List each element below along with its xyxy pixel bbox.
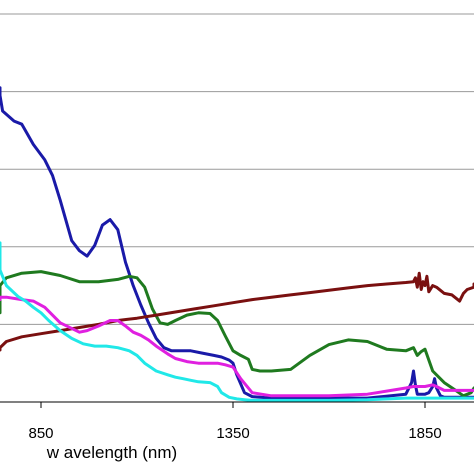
x-tick-label-1: 850 bbox=[28, 425, 53, 442]
series-line-2 bbox=[0, 270, 474, 398]
gridlines bbox=[0, 13, 474, 325]
series-line-4 bbox=[0, 295, 474, 398]
x-axis-ticks: 850 1350 1850 bbox=[28, 402, 442, 442]
x-tick-label-3: 1850 bbox=[408, 425, 441, 442]
series-lines bbox=[0, 86, 474, 402]
x-tick-label-2: 1350 bbox=[216, 425, 249, 442]
series-line-1 bbox=[0, 86, 474, 400]
x-axis-title: w avelength (nm) bbox=[46, 443, 177, 462]
series-line-5 bbox=[0, 241, 474, 402]
